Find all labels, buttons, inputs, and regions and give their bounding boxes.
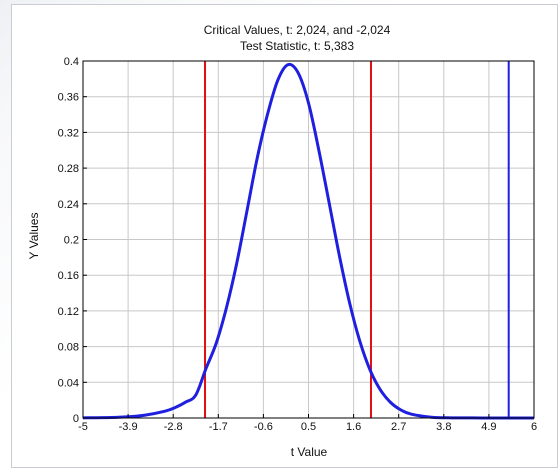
x-tick-label: -0.6: [254, 421, 273, 433]
critical-value-lines: [204, 61, 510, 418]
chart-title: Critical Values, t: 2,024, and -2,024: [204, 23, 391, 37]
y-tick-label: 0.24: [58, 199, 79, 211]
x-tick-label: -2.8: [164, 421, 183, 433]
x-tick-label: 1.6: [346, 421, 361, 433]
grid-lines: [82, 60, 535, 419]
series-layer: [82, 62, 534, 420]
y-tick-label: 0.4: [64, 56, 79, 68]
y-tick-label: 0.36: [58, 92, 79, 104]
x-tick-label: 2.7: [391, 421, 406, 433]
x-tick-label: -3.9: [119, 421, 138, 433]
y-tick-label: 0: [73, 413, 79, 425]
y-tick-label: 0.08: [58, 342, 79, 354]
chart-subtitle: Test Statistic, t: 5,383: [240, 39, 354, 53]
x-tick-label: 3.8: [436, 421, 451, 433]
density-curve: [82, 62, 534, 420]
x-tick-label: -1.7: [209, 421, 228, 433]
x-tick-label: 0.5: [301, 421, 316, 433]
y-tick-label: 0.2: [64, 235, 79, 247]
axis-ticks: -5 -3.9 -2.8 -1.7 -0.6 0.5 1.6 2.7 3.8 4.9 6 0 0.04 0…: [58, 56, 537, 433]
figure-panel: [11, 4, 558, 468]
y-tick-label: 0.04: [58, 377, 79, 389]
y-tick-label: 0.28: [58, 163, 79, 175]
x-tick-label: 4.9: [481, 421, 496, 433]
x-tick-label: -5: [78, 421, 88, 433]
x-axis-label: t Value: [291, 445, 328, 459]
x-tick-label: 6: [531, 421, 537, 433]
y-tick-label: 0.12: [58, 306, 79, 318]
y-tick-label: 0.32: [58, 127, 79, 139]
y-tick-label: 0.16: [58, 270, 79, 282]
y-axis-label: Y Values: [27, 213, 41, 260]
